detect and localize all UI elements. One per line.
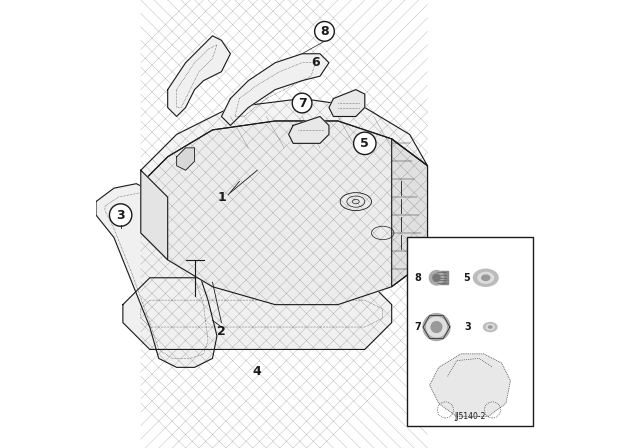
Ellipse shape	[478, 272, 493, 283]
Polygon shape	[221, 54, 329, 125]
Ellipse shape	[482, 275, 490, 280]
Text: 7: 7	[414, 322, 421, 332]
Circle shape	[423, 314, 450, 340]
Ellipse shape	[474, 269, 498, 286]
Ellipse shape	[484, 323, 497, 332]
Polygon shape	[168, 36, 230, 116]
Ellipse shape	[486, 324, 494, 330]
Circle shape	[354, 132, 376, 155]
Polygon shape	[436, 271, 448, 284]
Text: 4: 4	[253, 365, 262, 379]
Circle shape	[109, 204, 132, 226]
Polygon shape	[141, 121, 428, 305]
Circle shape	[431, 322, 442, 332]
Polygon shape	[289, 116, 329, 143]
Bar	[407, 237, 532, 426]
Text: 1: 1	[217, 190, 226, 204]
Text: 8: 8	[320, 25, 329, 38]
Circle shape	[292, 93, 312, 113]
Polygon shape	[141, 99, 428, 184]
Text: 8: 8	[414, 273, 421, 283]
Circle shape	[427, 317, 446, 337]
Polygon shape	[96, 184, 217, 367]
Polygon shape	[141, 170, 168, 260]
Ellipse shape	[488, 326, 492, 328]
Text: 7: 7	[298, 96, 307, 110]
Text: 3: 3	[116, 208, 125, 222]
Text: 2: 2	[217, 325, 226, 338]
Polygon shape	[430, 354, 511, 417]
Text: 6: 6	[311, 56, 320, 69]
Circle shape	[315, 22, 334, 41]
Text: 3: 3	[465, 322, 472, 332]
Circle shape	[433, 274, 440, 281]
Text: 5: 5	[463, 273, 470, 283]
Text: JJ5140-2: JJ5140-2	[454, 412, 486, 421]
Polygon shape	[123, 278, 392, 349]
Circle shape	[429, 271, 444, 285]
Polygon shape	[177, 148, 195, 170]
Text: 5: 5	[360, 137, 369, 150]
Polygon shape	[392, 139, 428, 287]
Polygon shape	[329, 90, 365, 116]
